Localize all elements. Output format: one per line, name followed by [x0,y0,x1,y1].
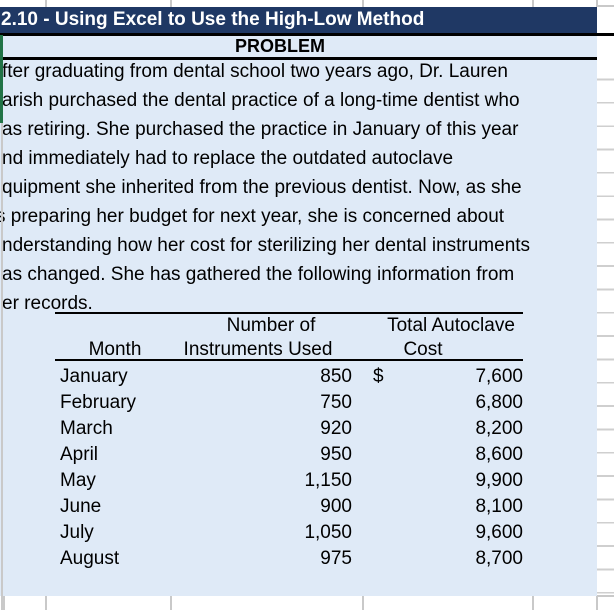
cost-cell[interactable]: 8,700 [475,548,523,569]
paragraph-line: nderstanding how her cost for sterilizin… [2,235,531,256]
cost-cell[interactable]: 9,600 [475,522,523,543]
content-cell-background[interactable] [0,36,597,596]
paragraph-line: s preparing her budget for next year, sh… [0,206,505,227]
month-cell[interactable]: March [60,418,113,439]
cost-cell[interactable]: 6,800 [475,392,523,413]
cost-cell[interactable]: 8,100 [475,496,523,517]
table-row[interactable]: May 1,150 9,900 [0,468,597,494]
paragraph-line: as changed. She has gathered the followi… [2,264,515,285]
gridline [596,596,598,610]
currency-symbol: $ [373,366,384,387]
month-cell[interactable]: August [60,548,120,569]
instruments-cell[interactable]: 850 [320,366,352,387]
month-cell[interactable]: July [60,522,94,543]
gridline [532,596,534,610]
section-header-cell[interactable]: PROBLEM [0,36,560,57]
cost-cell[interactable]: 9,900 [475,470,523,491]
paragraph-line: nd immediately had to replace the outdat… [2,148,454,169]
instruments-cell[interactable]: 920 [320,418,352,439]
header-total-autoclave: Total Autoclave [387,315,515,336]
instruments-cell[interactable]: 1,050 [304,522,352,543]
border-line [0,57,614,60]
problem-statement-text[interactable]: fter graduating from dental school two y… [0,57,602,318]
gridline [45,0,47,7]
instruments-cell[interactable]: 900 [320,496,352,517]
header-cost: Cost [403,339,443,360]
gridline [597,595,614,597]
month-cell[interactable]: January [60,366,128,387]
table-row[interactable]: July 1,050 9,600 [0,520,597,546]
instruments-cell[interactable]: 1,150 [304,470,352,491]
paragraph-line: as retiring. She purchased the practice … [2,119,519,140]
gridline [596,0,598,7]
section-header-label: PROBLEM [235,36,325,56]
gridline [170,596,172,610]
instruments-cell[interactable]: 750 [320,392,352,413]
instruments-cell[interactable]: 950 [320,444,352,465]
table-row[interactable]: April 950 8,600 [0,442,597,468]
paragraph-line: er records. [2,293,93,314]
header-instruments-used: Instruments Used [183,339,333,360]
header-number-of: Number of [226,315,316,336]
gridline [1,60,3,610]
selection-border [0,35,3,123]
table-row[interactable]: August 975 8,700 [0,546,597,572]
month-cell[interactable]: June [60,496,102,517]
gridline [170,0,172,7]
table-row[interactable]: March 920 8,200 [0,416,597,442]
table-header-border [55,359,523,361]
cost-cell[interactable]: 8,600 [475,444,523,465]
table-top-border [55,312,523,314]
worksheet-title-cell[interactable]: 2.10 - Using Excel to Use the High-Low M… [0,7,597,33]
border-line [0,33,614,36]
gridline [3,596,5,610]
header-month: Month [88,339,142,360]
month-cell[interactable]: April [60,444,99,465]
data-table-body: January 850 $ 7,600 February 750 6,800 M… [0,364,597,572]
cost-cell[interactable]: 7,600 [475,366,523,387]
cost-cell[interactable]: 8,200 [475,418,523,439]
month-cell[interactable]: February [60,392,137,413]
month-cell[interactable]: May [60,470,96,491]
gridline [45,596,47,610]
table-row[interactable]: February 750 6,800 [0,390,597,416]
gridline [362,596,364,610]
paragraph-line: quipment she inherited from the previous… [2,177,522,198]
gridline [362,0,364,7]
empty-column-gridlines[interactable] [597,57,614,596]
worksheet-title: 2.10 - Using Excel to Use the High-Low M… [1,9,425,30]
paragraph-line: fter graduating from dental school two y… [2,61,508,82]
instruments-cell[interactable]: 975 [320,548,352,569]
paragraph-line: arish purchased the dental practice of a… [2,90,520,111]
table-row[interactable]: January 850 $ 7,600 [0,364,597,390]
gridline [597,5,614,7]
gridline [532,0,534,7]
table-row[interactable]: June 900 8,100 [0,494,597,520]
